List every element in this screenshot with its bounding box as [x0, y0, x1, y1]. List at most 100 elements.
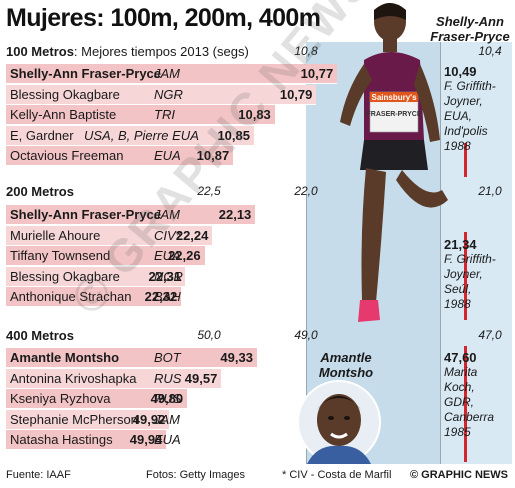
athlete-country: EUA — [154, 148, 181, 163]
record-line: Joyner, — [444, 94, 483, 108]
athlete-name: Amantle Montsho — [10, 350, 120, 365]
athlete-country: RUS — [154, 391, 182, 406]
section-label-400: 400 Metros — [6, 328, 74, 343]
record-400: 47,60 Marita Koch, GDR, Canberra 1985 — [444, 350, 512, 440]
table-row: Blessing Okagbare NGR 10,79 — [6, 84, 317, 105]
athlete-country: EUA — [154, 248, 181, 263]
table-row: Natasha Hastings EUA 49,94 — [6, 430, 181, 450]
record-marker-200 — [464, 232, 467, 320]
page-title: Mujeres: 100m, 200m, 400m — [6, 4, 321, 32]
data-label: 49,94 — [129, 432, 163, 447]
data-bar — [6, 205, 256, 225]
athlete-country: USA, B, Pierre EUA — [84, 127, 199, 143]
athlete-country: RUS — [154, 370, 182, 386]
record-line: 1988 — [444, 139, 471, 153]
tick-label: 10,4 — [478, 44, 502, 58]
athlete-name: Shelly-Ann Fraser-Pryce — [10, 207, 162, 222]
footer-credit: © GRAPHIC NEWS — [410, 469, 508, 481]
record-band — [440, 42, 512, 464]
data-label: 49,80 — [150, 391, 184, 406]
athlete-name: E, Gardner — [10, 127, 74, 143]
athlete-country: NGR — [154, 86, 183, 102]
section-title: 400 Metros — [6, 328, 74, 343]
table-row: Antonina Krivoshapka RUS 49,57 — [6, 368, 222, 389]
data-label: 22,32 — [144, 289, 178, 304]
record-line: EUA, — [444, 109, 473, 123]
record-value: 21,34 — [444, 237, 477, 252]
athlete-country: TRI — [154, 107, 175, 122]
table-row: Kseniya Ryzhova RUS 49,80 — [6, 389, 188, 409]
data-bar — [6, 64, 338, 84]
gridline — [306, 194, 307, 464]
data-bar — [6, 105, 275, 125]
athlete-label-montsho: Amantle Montsho — [318, 350, 374, 380]
record-100: 10,49 F. Griffith- Joyner, EUA, Ind'poli… — [444, 64, 512, 154]
bib-sponsor: Sainsbury's — [371, 93, 417, 102]
athlete-name: Tiffany Townsend — [10, 248, 111, 263]
athlete-country: BOT — [154, 350, 181, 365]
data-label: 22,31 — [148, 268, 182, 284]
data-label: 10,77 — [300, 66, 334, 81]
table-row: Octavious Freeman EUA 10,87 — [6, 146, 234, 166]
table-row: Stephanie McPherson JAM 49,92 — [6, 409, 180, 430]
data-bar — [6, 348, 257, 368]
data-label: 49,92 — [132, 411, 166, 427]
footer-source: Fuente: IAAF — [6, 469, 71, 481]
table-row: Shelly-Ann Fraser-Pryce JAM 10,77 — [6, 64, 338, 84]
athlete-name: Antonina Krivoshapka — [10, 370, 137, 386]
record-line: Seúl, — [444, 282, 472, 296]
record-marker-100 — [464, 143, 467, 177]
section-title: 100 Metros — [6, 44, 74, 59]
section-title: 200 Metros — [6, 184, 74, 199]
section-label-100: 100 Metros: Mejores tiempos 2013 (segs) — [6, 44, 249, 59]
data-bar — [6, 409, 170, 430]
athlete-name: Anthonique Strachan — [10, 289, 132, 304]
section-label-200: 200 Metros — [6, 184, 74, 199]
data-bar — [6, 146, 234, 166]
data-label: 10,85 — [217, 127, 250, 143]
tick-label: 22,5 — [197, 184, 221, 198]
record-line: Koch, — [444, 380, 475, 394]
section-subtitle: Mejores tiempos 2013 (segs) — [81, 44, 249, 59]
table-row: Blessing Okagbare NGR 22,31 — [6, 266, 186, 287]
record-value: 10,49 — [444, 64, 477, 79]
data-label: 22,13 — [218, 207, 252, 222]
record-value: 47,60 — [444, 350, 477, 365]
record-line: 1985 — [444, 425, 471, 439]
athlete-name: Natasha Hastings — [10, 432, 113, 447]
record-200: 21,34 F. Griffith- Joyner, Seúl, 1988 — [444, 237, 512, 312]
bib-name: FRASER-PRYCE — [367, 111, 422, 118]
record-line: Joyner, — [444, 267, 483, 281]
athlete-name: Kelly-Ann Baptiste — [10, 107, 117, 122]
data-label: 10,79 — [279, 86, 313, 102]
record-line: 1988 — [444, 297, 471, 311]
athlete-photo-montsho — [297, 380, 381, 464]
athlete-name: Shelly-Ann Fraser-Pryce — [10, 66, 162, 81]
record-line: Canberra — [444, 410, 495, 424]
data-bar — [6, 389, 188, 409]
table-row: Anthonique Strachan BAH 22,32 — [6, 287, 182, 307]
record-line: F. Griffith- — [444, 79, 496, 93]
athlete-country: CIV* — [154, 227, 181, 243]
data-bar — [6, 287, 182, 307]
data-label: 22,24 — [175, 227, 209, 243]
athlete-name: Stephanie McPherson — [10, 411, 138, 427]
footer-note: * CIV - Costa de Marfil — [282, 469, 392, 481]
record-line: F. Griffith- — [444, 252, 496, 266]
data-label: 49,57 — [184, 370, 218, 386]
table-row: Kelly-Ann Baptiste TRI 10,83 — [6, 105, 275, 125]
record-line: Ind'polis — [444, 124, 488, 138]
data-label: 10,83 — [238, 107, 271, 122]
table-row: Amantle Montsho BOT 49,33 — [6, 348, 257, 368]
athlete-label-fraser-pryce: Shelly-Ann Fraser-Pryce — [430, 14, 510, 44]
table-row: E, Gardner USA, B, Pierre EUA 10,85 — [6, 125, 254, 146]
tick-label: 50,0 — [197, 328, 221, 342]
athlete-name: Blessing Okagbare — [10, 268, 120, 284]
data-bar — [6, 84, 317, 105]
athlete-country: JAM — [154, 411, 180, 427]
athlete-country: JAM — [154, 207, 180, 222]
table-row: Shelly-Ann Fraser-Pryce JAM 22,13 — [6, 205, 256, 225]
data-label: 49,33 — [220, 350, 253, 365]
data-label: 10,87 — [196, 148, 230, 163]
